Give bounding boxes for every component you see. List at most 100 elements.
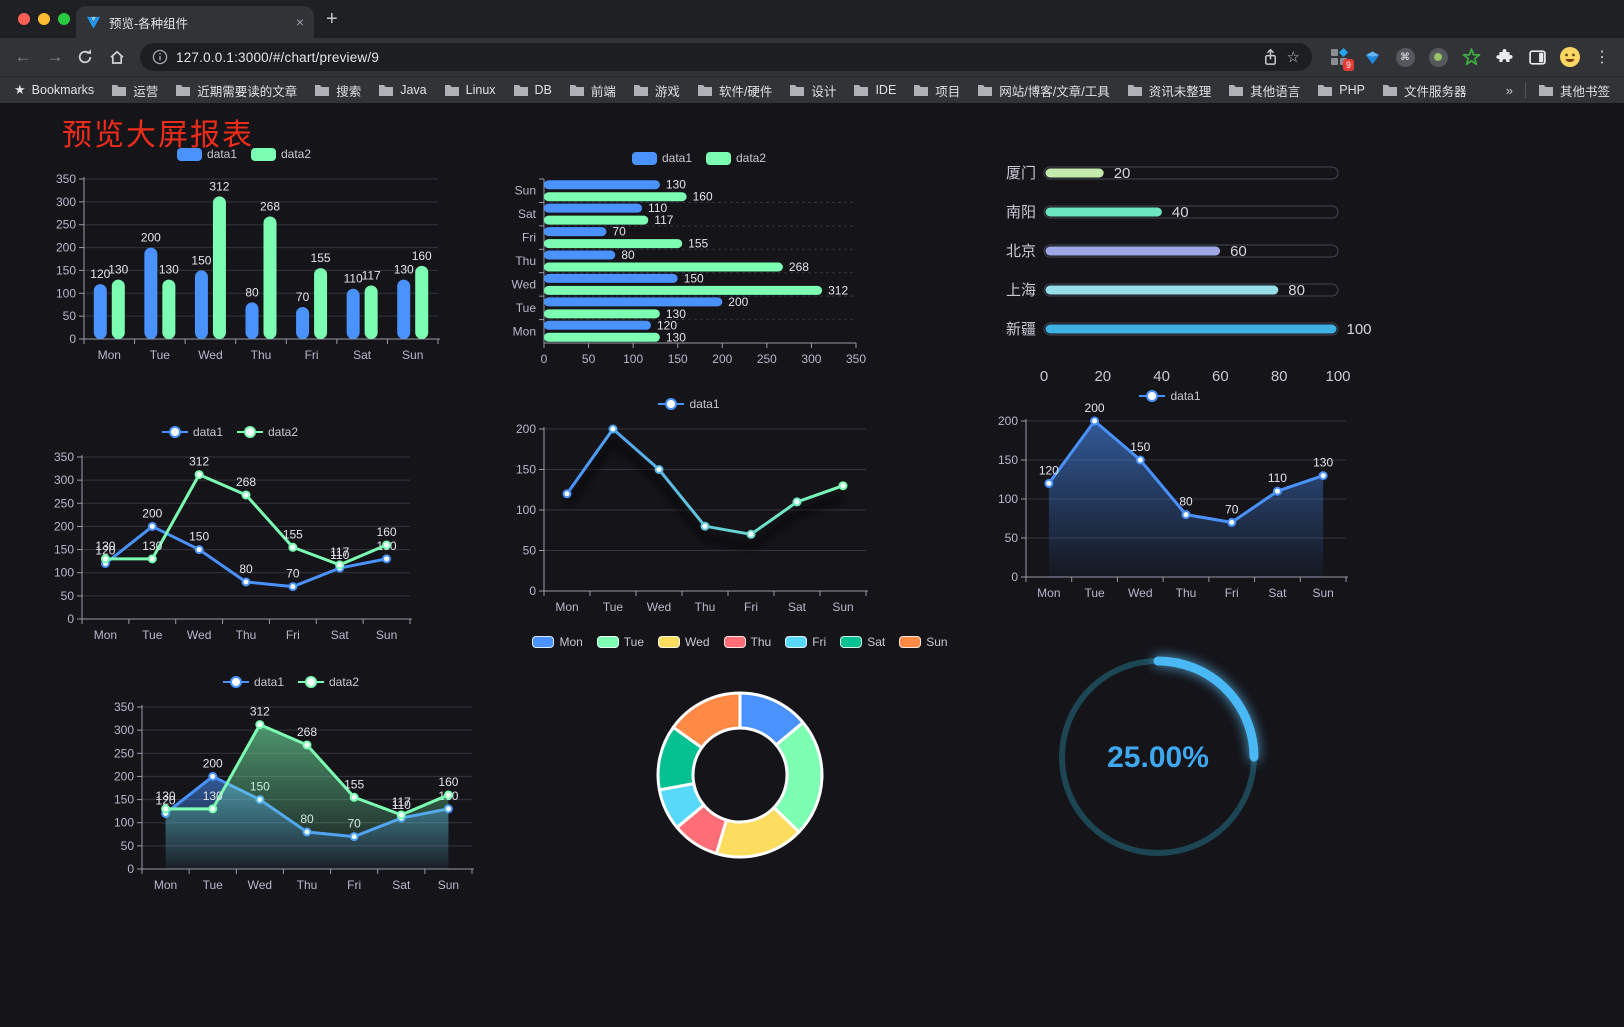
- bookmark-folder[interactable]: 设计: [789, 81, 836, 100]
- extensions-puzzle-button[interactable]: [1493, 46, 1515, 68]
- legend-swatch: [176, 147, 202, 161]
- bookmarks-root[interactable]: ★ Bookmarks: [14, 82, 94, 98]
- single-area-chart[interactable]: data1 0 50 100 150 200 Mon Tue Wed Thu Fri Sat Sun 12…: [980, 385, 1360, 605]
- svg-text:Wed: Wed: [187, 628, 211, 642]
- legend-item-data2[interactable]: data2: [706, 151, 766, 165]
- svg-text:Thu: Thu: [251, 348, 272, 362]
- chart-canvas[interactable]: 0 50 100 150 200 Mon Tue Wed Thu Fri Sat Sun: [498, 415, 880, 619]
- folder-icon: [513, 84, 528, 96]
- bookmark-folder[interactable]: 近期需要读的文章: [175, 81, 297, 100]
- legend-item-Fri[interactable]: Fri: [785, 635, 826, 649]
- svg-text:200: 200: [141, 231, 161, 245]
- chart-canvas[interactable]: 0 50 100 150 200 Mon Tue Wed Thu Fri Sat Sun 120 200 1…: [980, 401, 1360, 605]
- back-button[interactable]: ←: [14, 47, 32, 66]
- share-icon[interactable]: [1262, 48, 1279, 67]
- legend-item-Sun[interactable]: Sun: [899, 635, 948, 649]
- bookmark-folder[interactable]: 前端: [569, 81, 616, 100]
- city-progress-chart[interactable]: 厦门 20 南阳 40 北京 60 上海 80 新疆 100 0 20 40 60 80 100: [982, 147, 1372, 391]
- legend-item-Thu[interactable]: Thu: [723, 635, 771, 649]
- address-bar[interactable]: 127.0.0.1:3000/#/chart/preview/9 ☆: [140, 43, 1312, 71]
- grouped-bar-chart[interactable]: data1 data2 0 50 100 150 200 250 300 350 Mon Tue Wed…: [38, 143, 450, 367]
- legend-label: Tue: [623, 635, 645, 649]
- extension-star-icon[interactable]: [1460, 46, 1482, 68]
- chart-canvas[interactable]: 厦门 20 南阳 40 北京 60 上海 80 新疆 100 0 20 40 60 80 100: [982, 147, 1372, 391]
- bookmark-folder[interactable]: DB: [513, 83, 552, 97]
- bookmark-folder[interactable]: 网站/博客/文章/工具: [977, 81, 1110, 100]
- bookmark-folder[interactable]: Linux: [444, 83, 496, 97]
- window-minimize-button[interactable]: [38, 13, 50, 25]
- legend-item-Tue[interactable]: Tue: [596, 635, 645, 649]
- bookmark-folder[interactable]: 资讯未整理: [1127, 81, 1211, 100]
- two-series-line-chart[interactable]: data1 data2 0 50 100 150 200 250 300 350 Mon Tue Wed…: [36, 421, 424, 647]
- site-info-icon[interactable]: [152, 49, 168, 65]
- legend-item-Mon[interactable]: Mon: [532, 635, 583, 649]
- legend-item-data1[interactable]: data1: [176, 147, 237, 161]
- bookmark-folder[interactable]: 搜索: [314, 81, 361, 100]
- bookmark-folder[interactable]: 软件/硬件: [697, 81, 772, 100]
- chart-canvas[interactable]: 0 50 100 150 200 250 300 350 Mon Tue Wed Thu Fri Sat S…: [96, 693, 486, 897]
- chart-canvas[interactable]: 0 50 100 150 200 250 300 350 Mon Tue Wed Thu Fri Sat S…: [36, 443, 424, 647]
- chart-canvas[interactable]: 25.00%: [1048, 639, 1268, 879]
- window-close-button[interactable]: [18, 13, 30, 25]
- legend-item-Wed[interactable]: Wed: [658, 635, 710, 649]
- legend-item-data1[interactable]: data1: [222, 675, 284, 689]
- bookmark-folder-label: 运营: [133, 84, 159, 99]
- two-series-area-chart[interactable]: data1 data2 0 50 100 150 200 250 300 350 Mon Tue Wed…: [96, 671, 486, 897]
- legend-item-data1[interactable]: data1: [161, 425, 223, 439]
- weekday-donut-chart[interactable]: Mon Tue Wed Thu Fri Sat Sun: [532, 631, 948, 971]
- legend-label: data2: [329, 675, 360, 689]
- bookmark-folder[interactable]: IDE: [853, 83, 896, 97]
- bookmark-folder[interactable]: PHP: [1317, 83, 1365, 97]
- percent-gauge-chart[interactable]: 25.00%: [1048, 639, 1268, 879]
- legend-item-Sat[interactable]: Sat: [840, 635, 885, 649]
- chart-canvas[interactable]: 0 50 100 150 200 250 300 350 Mon Tue Wed Thu Fri Sat S…: [38, 165, 450, 367]
- svg-text:100: 100: [1325, 368, 1350, 385]
- legend-item-data1[interactable]: data1: [658, 397, 720, 411]
- horizontal-bar-chart[interactable]: data1 data2 0 50 100 150 200 250 300 350 Sun 130 160…: [498, 147, 900, 371]
- other-bookmarks-folder[interactable]: 其他书签: [1538, 81, 1610, 100]
- bookmark-page-icon[interactable]: ☆: [1286, 49, 1300, 66]
- svg-text:200: 200: [114, 769, 134, 783]
- legend-item-data2[interactable]: data2: [237, 425, 298, 439]
- legend-item-data2[interactable]: data2: [298, 675, 359, 689]
- home-button[interactable]: [108, 48, 130, 66]
- extension-recorder-icon[interactable]: [1427, 46, 1449, 68]
- svg-text:300: 300: [801, 352, 821, 366]
- bookmark-folder[interactable]: 文件服务器: [1382, 81, 1466, 100]
- bookmarks-overflow-button[interactable]: »: [1505, 82, 1513, 98]
- bookmark-folder[interactable]: Java: [378, 83, 427, 97]
- browser-tab[interactable]: 预览-各种组件 ×: [76, 6, 314, 38]
- reload-button[interactable]: [76, 48, 98, 66]
- gradient-line-chart[interactable]: data1 0 50 100 150 200 Mon Tue Wed Thu Fri Sat Sun: [498, 393, 880, 619]
- window-zoom-button[interactable]: [58, 13, 70, 25]
- bookmark-folder[interactable]: 项目: [913, 81, 960, 100]
- svg-text:100: 100: [1347, 321, 1372, 338]
- svg-text:150: 150: [668, 352, 688, 366]
- side-panel-button[interactable]: [1526, 46, 1548, 68]
- legend-marker-icon: [222, 676, 249, 688]
- svg-text:350: 350: [846, 352, 866, 366]
- extension-grid-icon[interactable]: 9: [1328, 46, 1354, 71]
- chart-canvas[interactable]: [540, 653, 940, 971]
- svg-text:20: 20: [1114, 165, 1131, 182]
- tab-close-icon[interactable]: ×: [295, 14, 304, 30]
- bookmark-folder[interactable]: 运营: [111, 81, 158, 100]
- bookmark-folder-label: PHP: [1339, 83, 1365, 97]
- new-tab-button[interactable]: +: [326, 8, 338, 30]
- bookmark-folder[interactable]: 其他语言: [1228, 81, 1300, 100]
- legend-item-data2[interactable]: data2: [251, 147, 311, 161]
- svg-text:100: 100: [998, 492, 1018, 506]
- legend-item-data1[interactable]: data1: [1139, 389, 1201, 403]
- extension-command-icon[interactable]: ⌘: [1394, 46, 1416, 68]
- svg-text:Thu: Thu: [695, 600, 716, 614]
- bookmark-folder[interactable]: 游戏: [633, 81, 680, 100]
- browser-menu-button[interactable]: ⋮: [1594, 49, 1610, 66]
- legend-item-data1[interactable]: data1: [631, 151, 692, 165]
- forward-button[interactable]: →: [46, 47, 64, 66]
- profile-avatar[interactable]: [1559, 46, 1581, 68]
- folder-icon: [444, 84, 459, 96]
- bookmark-folder-label: 软件/硬件: [718, 84, 773, 99]
- vue-devtools-icon[interactable]: [1361, 46, 1383, 68]
- svg-text:Mon: Mon: [94, 628, 117, 642]
